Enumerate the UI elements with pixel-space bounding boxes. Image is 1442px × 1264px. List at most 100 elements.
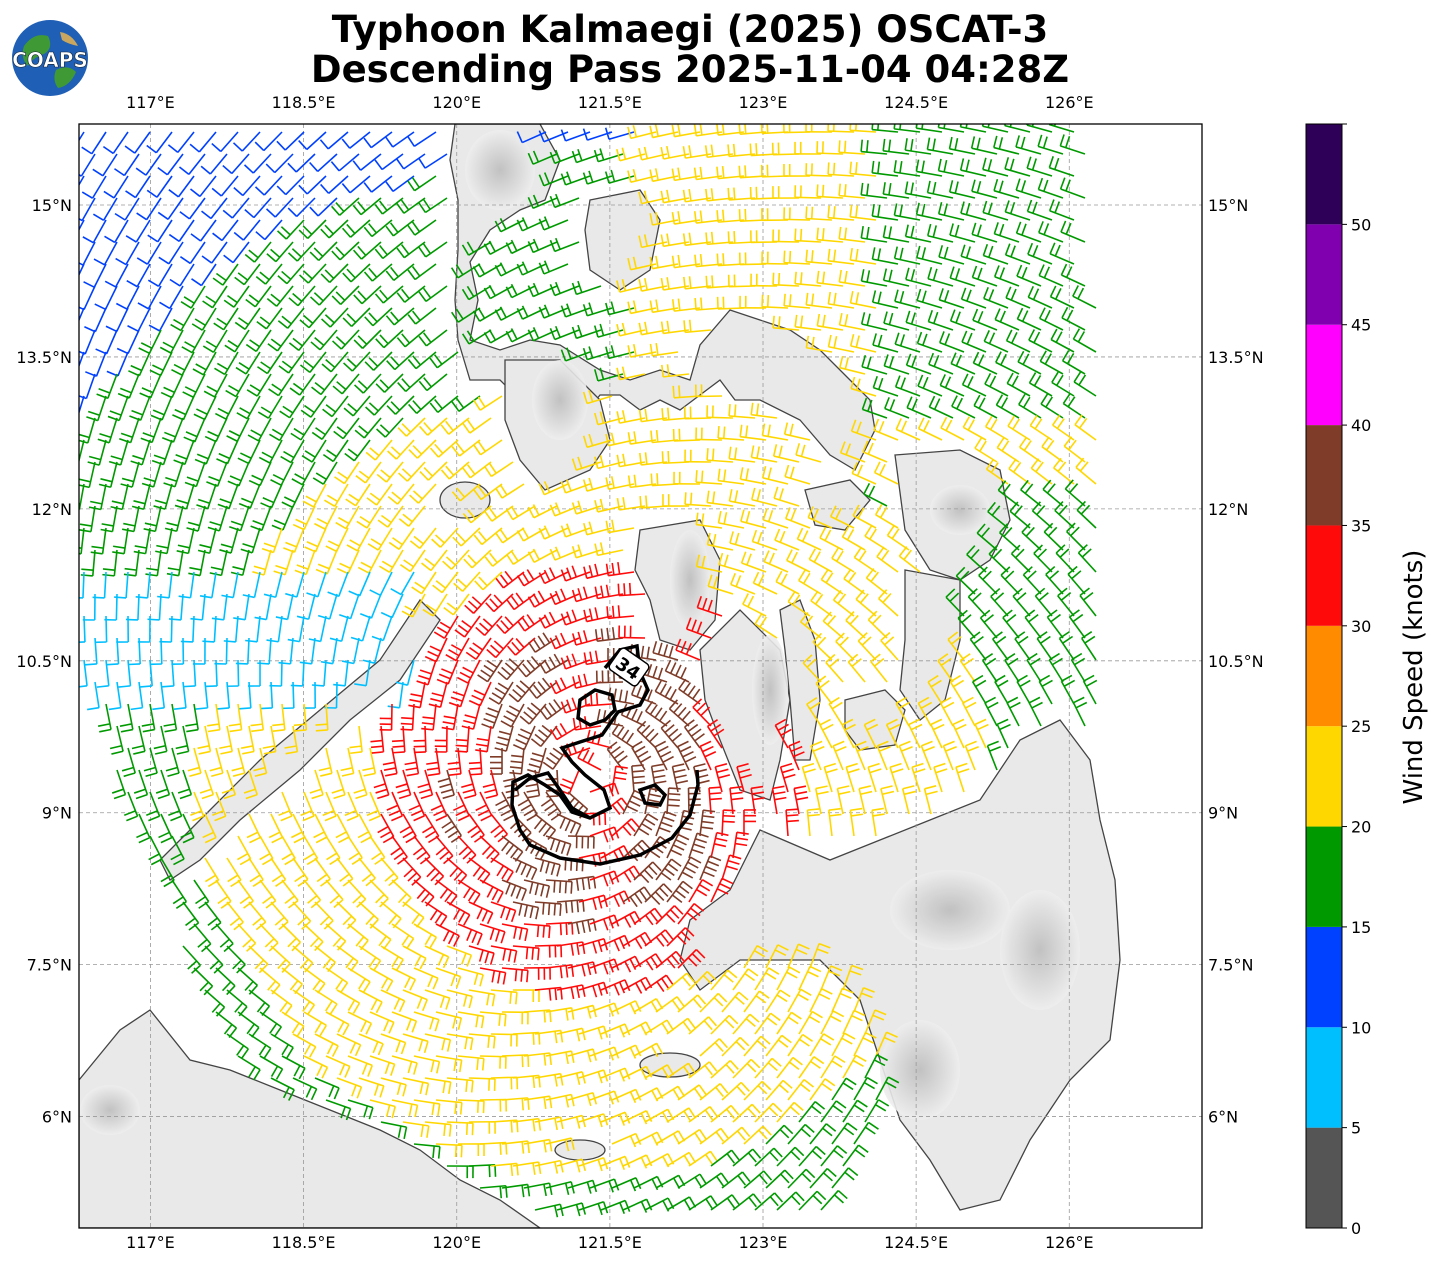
wind-barb bbox=[299, 637, 316, 665]
wind-barb bbox=[654, 680, 679, 705]
wind-barb bbox=[545, 1093, 575, 1108]
wind-barb bbox=[490, 857, 514, 883]
wind-barb bbox=[920, 740, 935, 771]
wind-barb bbox=[512, 1031, 541, 1045]
wind-barb bbox=[207, 703, 221, 733]
wind-barb bbox=[771, 785, 787, 815]
wind-barb bbox=[889, 762, 904, 793]
wind-barb bbox=[200, 153, 228, 175]
wind-barb bbox=[345, 483, 371, 507]
wind-barb bbox=[572, 673, 602, 689]
wind-barb bbox=[739, 424, 767, 441]
wind-barb bbox=[380, 1033, 407, 1055]
wind-barb bbox=[695, 554, 723, 573]
wind-barb bbox=[341, 637, 360, 665]
wind-barb bbox=[145, 549, 162, 577]
wind-barb bbox=[281, 879, 299, 909]
wind-barb bbox=[959, 653, 976, 683]
wind-barb bbox=[508, 680, 536, 703]
wind-barb bbox=[809, 1167, 837, 1189]
wind-barb bbox=[135, 153, 162, 176]
wind-barb bbox=[876, 740, 891, 771]
wind-barb bbox=[284, 725, 299, 755]
wind-barb bbox=[825, 653, 844, 683]
wind-barb bbox=[418, 373, 448, 392]
wind-barb bbox=[201, 241, 228, 264]
map-frame bbox=[78, 123, 1203, 1229]
wind-barb bbox=[209, 549, 228, 577]
wind-barb bbox=[655, 905, 684, 925]
wind-barb bbox=[516, 305, 547, 320]
wind-barb bbox=[298, 219, 327, 240]
wind-barb bbox=[783, 124, 811, 134]
wind-barb bbox=[1072, 285, 1097, 309]
wind-barb bbox=[320, 219, 349, 239]
wind-barb bbox=[488, 681, 514, 705]
wind-barb bbox=[838, 226, 866, 243]
wind-barb bbox=[350, 615, 371, 642]
wind-barb bbox=[435, 835, 454, 865]
wind-barb bbox=[739, 295, 767, 309]
wind-barb bbox=[473, 483, 503, 501]
wind-barb bbox=[993, 265, 1020, 287]
wind-barb bbox=[696, 596, 723, 617]
wind-barb bbox=[736, 762, 752, 793]
wind-barb bbox=[849, 161, 877, 177]
wind-barb bbox=[739, 467, 767, 485]
wind-barb bbox=[388, 527, 415, 550]
wind-barb bbox=[631, 740, 652, 771]
wind-barb bbox=[666, 972, 696, 991]
wind-barb bbox=[490, 813, 508, 843]
wind-barb bbox=[490, 747, 503, 775]
wind-barb bbox=[776, 966, 801, 991]
wind-barb bbox=[140, 417, 162, 444]
wind-barb bbox=[292, 857, 309, 887]
wind-barb bbox=[276, 219, 305, 240]
wind-barb bbox=[106, 351, 129, 377]
wind-barb bbox=[131, 483, 151, 511]
wind-barb bbox=[666, 1151, 697, 1167]
wind-barb bbox=[223, 285, 250, 308]
wind-barb bbox=[461, 703, 481, 730]
wind-barb bbox=[433, 615, 459, 639]
wind-barb bbox=[905, 267, 932, 287]
wind-barb bbox=[309, 769, 324, 800]
wind-barb bbox=[972, 308, 998, 331]
wind-barb bbox=[128, 351, 151, 377]
wind-barb bbox=[949, 266, 976, 287]
wind-barb bbox=[223, 615, 239, 643]
wind-barb bbox=[378, 549, 404, 574]
wind-barb bbox=[114, 153, 140, 177]
wind-barb bbox=[320, 263, 349, 284]
wind-barb bbox=[424, 945, 450, 969]
wind-barb bbox=[523, 1095, 553, 1110]
wind-barb bbox=[424, 989, 451, 1010]
wind-barb bbox=[301, 439, 327, 463]
wind-barb bbox=[721, 1036, 750, 1057]
wind-barb bbox=[809, 988, 833, 1013]
wind-barb bbox=[261, 527, 283, 554]
wind-barb bbox=[365, 395, 393, 416]
wind-barb bbox=[984, 415, 1009, 441]
colorbar-tick-4: 20 bbox=[1351, 818, 1371, 837]
wind-barb bbox=[847, 653, 866, 683]
wind-barb bbox=[706, 490, 734, 507]
wind-barb bbox=[706, 719, 725, 749]
wind-barb bbox=[971, 222, 998, 243]
wind-barb bbox=[317, 593, 338, 620]
wind-barb bbox=[1050, 328, 1075, 353]
lat-tick-right-4: 9°N bbox=[1208, 804, 1238, 823]
wind-barb bbox=[875, 1031, 898, 1057]
wind-barb bbox=[357, 813, 373, 844]
wind-barb bbox=[845, 762, 860, 793]
wind-barb bbox=[523, 1182, 553, 1197]
wind-barb bbox=[94, 615, 108, 644]
wind-barb bbox=[738, 252, 767, 266]
wind-barb bbox=[940, 416, 965, 441]
wind-barb bbox=[182, 373, 206, 398]
wind-barb bbox=[490, 945, 518, 963]
wind-barb bbox=[259, 923, 279, 952]
wind-barb bbox=[440, 461, 470, 480]
wind-barb bbox=[287, 153, 316, 173]
wind-barb bbox=[422, 593, 448, 617]
